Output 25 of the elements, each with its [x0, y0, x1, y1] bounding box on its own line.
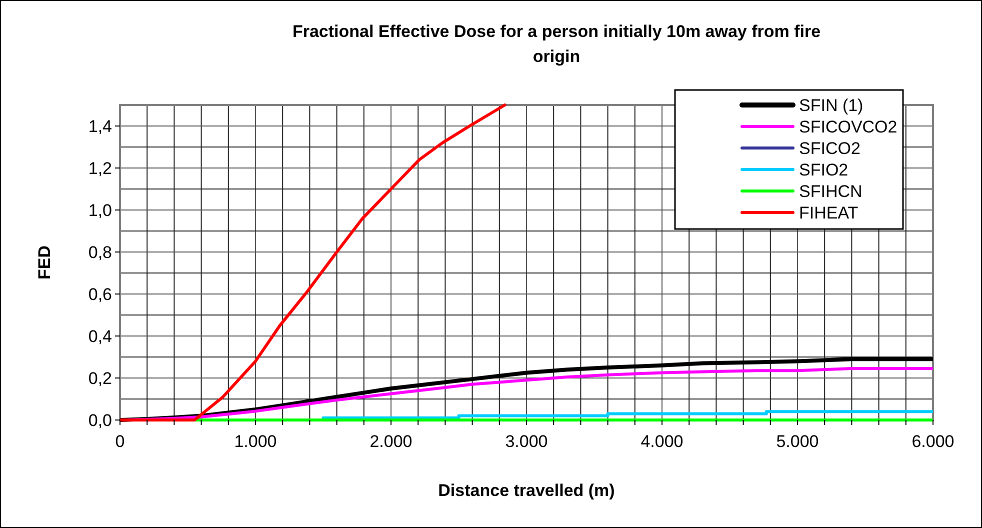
chart-title: Fractional Effective Dose for a person initially 10m away from fire origin	[292, 22, 821, 66]
legend-label: SFIN (1)	[799, 96, 864, 115]
x-tick-label: 2.000	[370, 432, 412, 451]
y-tick-label: 0,6	[88, 285, 112, 304]
y-tick-label: 1,4	[88, 117, 112, 136]
y-tick-label: 0,4	[88, 327, 112, 346]
x-tick-label: 5.000	[776, 432, 819, 451]
line-series	[120, 104, 506, 422]
y-tick-label: 1,2	[88, 159, 112, 178]
y-tick-label: 1,0	[88, 201, 112, 220]
x-tick-label: 3.000	[505, 432, 548, 451]
y-tick-label: 0,8	[88, 243, 112, 262]
legend-label: SFICO2	[799, 139, 860, 158]
x-tick-label: 0	[115, 432, 125, 451]
legend-label: SFIHCN	[799, 182, 862, 201]
x-axis-title: Distance travelled (m)	[438, 481, 615, 500]
y-tick-label: 0,2	[88, 369, 112, 388]
legend-label: SFICOVCO2	[799, 118, 898, 136]
legend-label: FIHEAT	[799, 204, 858, 222]
legend-label: SFIO2	[799, 160, 848, 180]
x-tick-label: 1.000	[234, 432, 277, 451]
y-axis-title: FED	[35, 246, 54, 280]
x-tick-label: 4.000	[640, 432, 684, 451]
x-tick-label: 6.000	[912, 432, 954, 451]
y-tick-label: 0,0	[88, 411, 112, 430]
